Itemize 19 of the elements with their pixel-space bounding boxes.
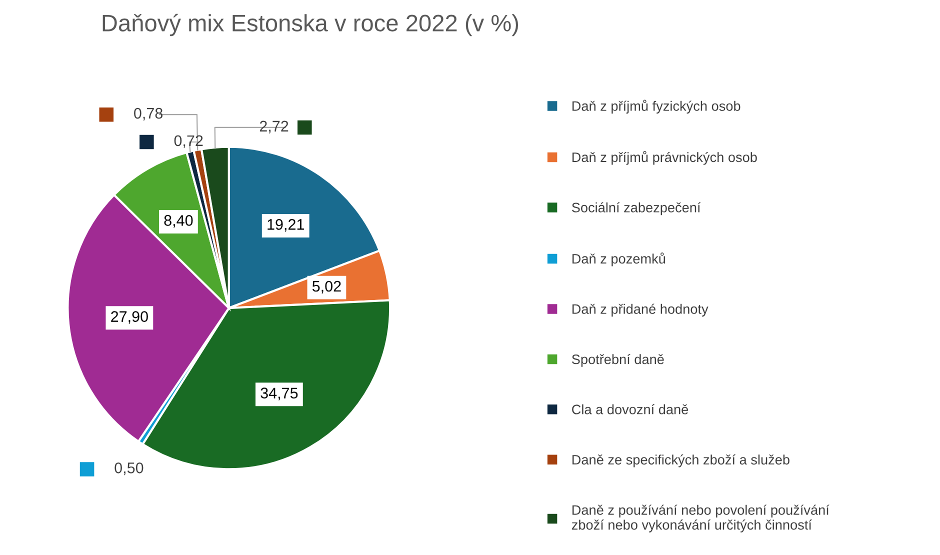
legend-label: Daň z přidané hodnoty xyxy=(572,304,708,317)
data-label: 2,72 xyxy=(260,120,288,134)
legend-label: Daň z příjmů fyzických osob xyxy=(572,100,740,114)
legend-label: Daně z používání nebo povolení používání zboží nebo vykonávání určitých činností xyxy=(572,504,830,532)
legend-label: Daň z příjmů právnických osob xyxy=(572,151,757,165)
legend-label: Cla a dovozní daně xyxy=(572,404,688,414)
data-label: 0,50 xyxy=(114,462,144,476)
data-label: 27,90 xyxy=(111,311,148,324)
legend-label: Spotřební daně xyxy=(572,354,664,367)
data-label: 0,72 xyxy=(174,135,203,148)
legend-label: Daň z pozemků xyxy=(572,252,666,266)
legend-label: Daně ze specifických zboží a služeb xyxy=(572,454,790,468)
data-label: 34,75 xyxy=(260,388,298,400)
data-label: 0,78 xyxy=(134,108,162,121)
data-label: 8,40 xyxy=(164,215,193,228)
data-label: 19,21 xyxy=(268,219,304,232)
legend-label: Sociální zabezpečení xyxy=(572,202,701,216)
chart-title: Daňový mix Estonska v roce 2022 (v %) xyxy=(102,14,518,36)
data-label: 5,02 xyxy=(312,280,341,294)
